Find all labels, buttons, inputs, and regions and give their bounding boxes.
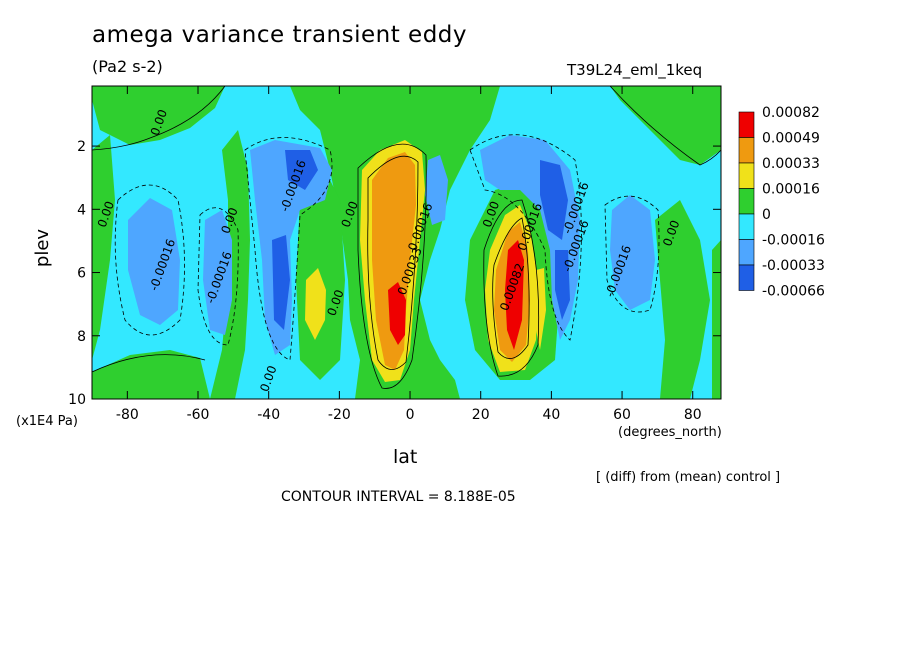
fill-green-right-col [655, 200, 710, 399]
x-tick-label: 40 [542, 407, 560, 423]
x-tick-label: -40 [257, 407, 280, 423]
x-tick-label: 80 [684, 407, 702, 423]
contour-line-dashed [604, 195, 660, 313]
contour-line-solid [92, 86, 226, 151]
run-name: T39L24_eml_1keq [567, 61, 703, 79]
y-tick-label: 8 [77, 329, 86, 345]
colorbar-swatch [738, 213, 755, 240]
x-axis-units: (degrees_north) [618, 425, 722, 440]
y-tick-label: 4 [77, 202, 86, 218]
colorbar-swatch [738, 188, 755, 215]
y-tick-label: 2 [77, 139, 86, 155]
colorbar-label: 0.00082 [762, 105, 820, 121]
fill-green-right-top [610, 86, 721, 165]
diff-note: [ (diff) from (mean) control ] [596, 470, 781, 485]
contour-line-solid [609, 86, 721, 166]
fill-yellow-minus25 [305, 268, 326, 340]
axes: -80 -60 -40 -20 0 20 40 60 80 2 4 6 8 10 [68, 86, 721, 423]
colorbar-label: 0.00016 [762, 182, 820, 198]
y-tick-label: 6 [77, 266, 86, 282]
x-tick-label: 20 [472, 407, 490, 423]
plot-frame [91, 85, 722, 400]
colorbar-swatch [738, 162, 755, 189]
fill-green-bottom-left [92, 350, 210, 399]
contour-line-solid [92, 354, 206, 373]
fill-blue-minus55 [203, 210, 232, 335]
colorbar-swatch [738, 137, 755, 164]
fill-yellow-38n [534, 268, 546, 350]
fill-darkblue-48 [540, 160, 568, 240]
contour-line-solid [357, 143, 427, 389]
fill-green-left-edge [92, 135, 115, 360]
fill-red-equator [388, 282, 406, 345]
fill-blue-center-small [425, 155, 448, 225]
colorbar: 0.00082 0.00049 0.00033 0.00016 0 -0.00016 -0.… [738, 105, 825, 300]
chart-title: amega variance transient eddy [92, 22, 468, 48]
fill-green-top-left [92, 86, 225, 145]
contour-lines [92, 86, 721, 389]
colorbar-label: -0.00066 [762, 284, 825, 300]
colorbar-label: 0.00049 [762, 131, 820, 147]
colorbar-label: -0.00016 [762, 233, 825, 249]
chart-units: (Pa2 s-2) [92, 57, 163, 76]
x-tick-label: -60 [187, 407, 210, 423]
filled-contours [92, 86, 721, 399]
x-tick-label: 0 [406, 407, 415, 423]
y-tick-label: 10 [68, 392, 86, 408]
fill-blue-minus70 [128, 198, 180, 325]
fill-green-right-edge [712, 240, 721, 399]
contour-interval: CONTOUR INTERVAL = 8.188E-05 [281, 489, 516, 505]
y-axis-units: (x1E4 Pa) [16, 414, 78, 429]
contour-line-dashed [197, 207, 239, 346]
fill-darkblue-minus32-low [272, 235, 290, 330]
colorbar-label: 0 [762, 207, 771, 223]
fill-darkblue-48-low [555, 250, 570, 320]
colorbar-swatch [738, 239, 755, 266]
fill-blue-62 [610, 195, 655, 310]
colorbar-label: 0.00033 [762, 156, 820, 172]
fill-darkblue-minus32 [285, 150, 318, 190]
contour-line-dashed [114, 184, 185, 336]
fill-red-30n [505, 240, 524, 350]
colorbar-label: -0.00033 [762, 258, 825, 274]
contour-line-dashed [469, 134, 582, 341]
x-axis-label: lat [393, 446, 418, 468]
fill-blue-minus32 [250, 140, 332, 355]
contour-line-dashed [244, 137, 333, 361]
colorbar-swatch [738, 264, 755, 291]
x-tick-label: 60 [613, 407, 631, 423]
x-tick-label: -20 [328, 407, 351, 423]
contour-line-solid [367, 155, 419, 370]
y-axis-label: plev [32, 229, 53, 268]
contour-line-solid [492, 217, 530, 359]
contour-line-solid [483, 199, 540, 377]
x-tick-label: -80 [116, 407, 139, 423]
colorbar-swatch [738, 111, 755, 138]
